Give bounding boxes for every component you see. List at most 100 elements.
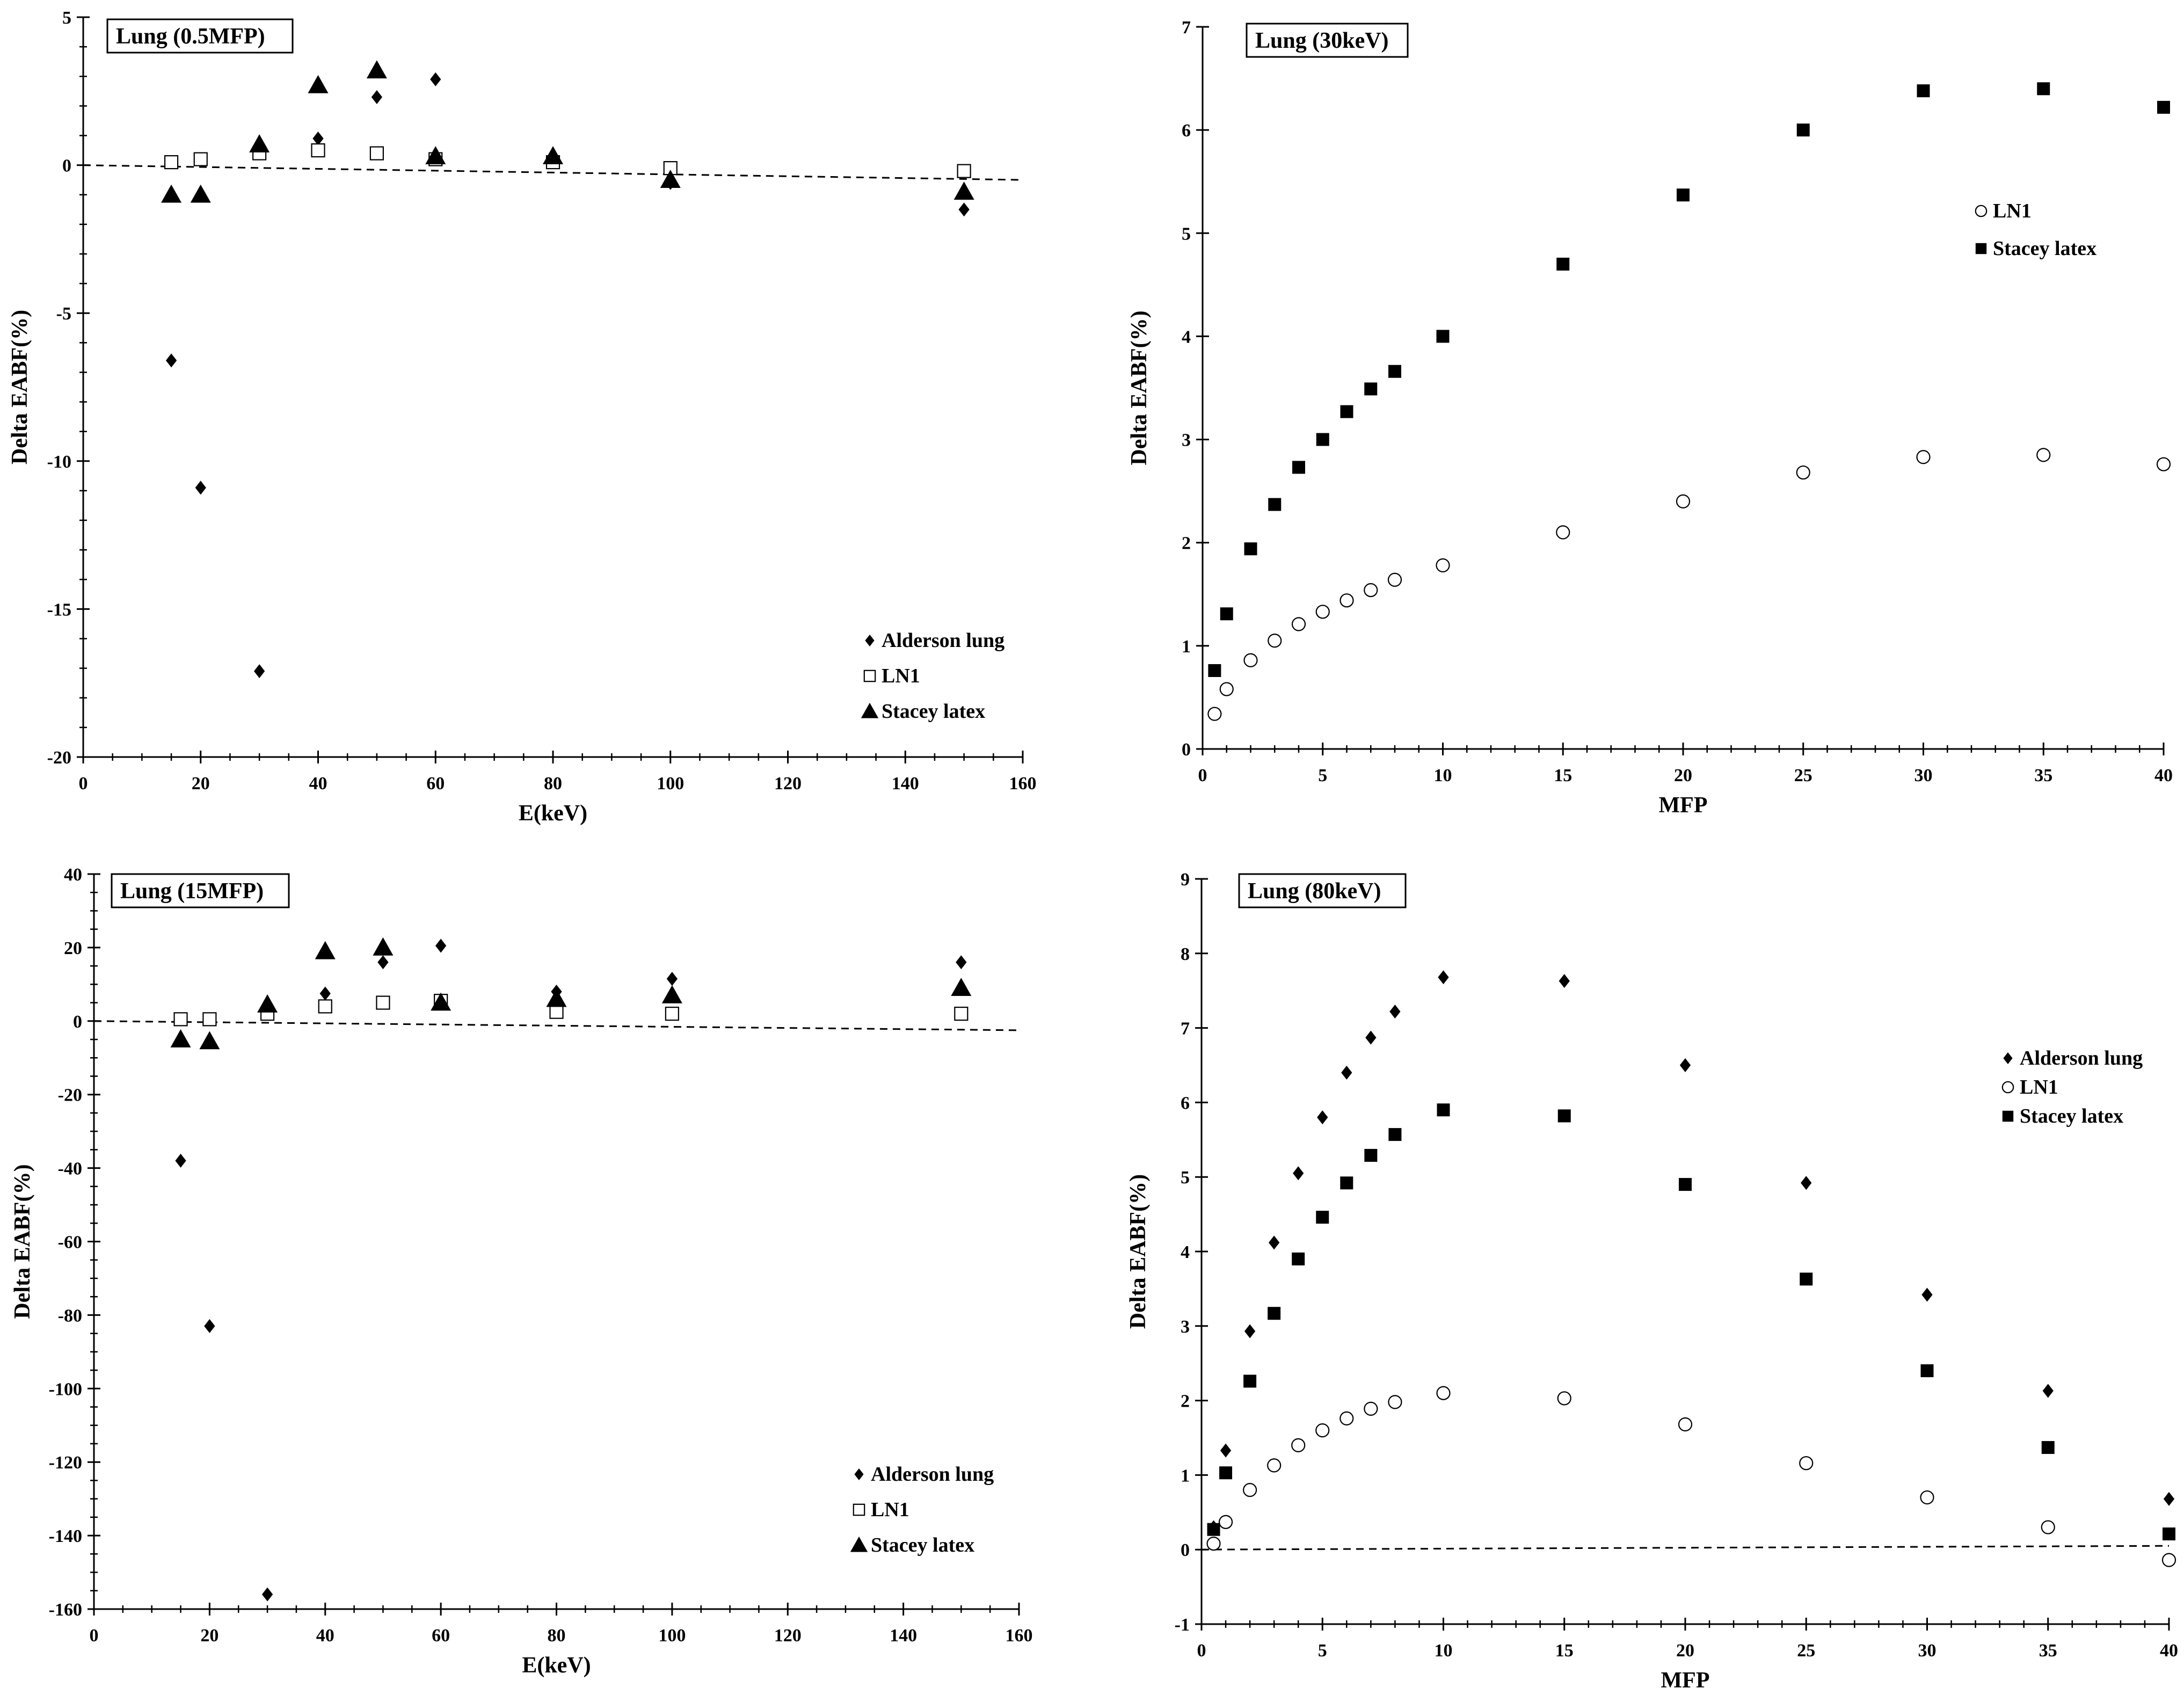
x-tick-label: 160 — [1006, 1626, 1033, 1646]
point-ln1 — [1339, 593, 1354, 608]
point-alderson-lung — [175, 1153, 186, 1168]
point-stacey-latex — [170, 1029, 191, 1047]
y-tick-label: 4 — [1182, 327, 1191, 347]
point-ln1 — [1557, 1391, 1571, 1406]
panel-lung-30kev: 0 1 2 3 4 5 6 7 0 5 10 15 20 25 30 35 40 MFP Delta EABF(%)… — [1127, 18, 2173, 818]
point-ln1 — [1243, 653, 1258, 667]
x-tick-label: 10 — [1434, 766, 1452, 785]
point-stacey-latex — [1917, 84, 1930, 98]
x-tick-label: 160 — [1009, 774, 1037, 794]
x-tick-label: 60 — [426, 774, 445, 794]
x-tick-label: 25 — [1797, 1641, 1815, 1661]
y-tick-label: -160 — [49, 1600, 82, 1620]
series-ln1 — [1206, 1386, 2176, 1567]
x-tick-label: 120 — [774, 774, 802, 794]
point-alderson-lung — [956, 955, 967, 970]
point-alderson-lung — [2042, 1384, 2054, 1398]
point-ln1 — [1207, 707, 1222, 721]
point-stacey-latex — [543, 146, 563, 164]
legend-label: LN1 — [882, 665, 920, 687]
series-stacey-latex — [161, 60, 974, 203]
panel-title-text: Lung (15MFP) — [120, 879, 264, 904]
legend-item-alderson-lung: Alderson lung — [854, 1463, 994, 1486]
legend-marker-ln1 — [863, 670, 876, 682]
point-ln1 — [665, 1007, 679, 1021]
point-ln1 — [1218, 1515, 1233, 1529]
x-tick-label: 40 — [2154, 766, 2173, 785]
y-tick-label: 20 — [64, 938, 82, 958]
x-tick-label: 0 — [1198, 766, 1207, 785]
series-ln1 — [164, 143, 971, 178]
point-alderson-lung — [195, 481, 206, 495]
point-alderson-lung — [1679, 1058, 1691, 1072]
point-ln1 — [173, 1012, 188, 1027]
point-stacey-latex — [1556, 257, 1570, 271]
point-stacey-latex — [1437, 1103, 1450, 1117]
x-tick-label: 35 — [2034, 766, 2052, 785]
point-stacey-latex — [1340, 405, 1353, 418]
x-tick-label: 5 — [1318, 766, 1327, 785]
point-stacey-latex — [1340, 1176, 1353, 1190]
point-ln1 — [957, 164, 971, 178]
y-axis-title: Delta EABF(%) — [1127, 310, 1152, 465]
x-tick-label: 40 — [316, 1626, 334, 1646]
legend: Alderson lung LN1 Stacey latex — [2001, 1047, 2143, 1127]
panel-title-box — [1238, 873, 1407, 908]
x-axis-title: MFP — [1659, 793, 1708, 818]
x-tick-label: 30 — [1918, 1641, 1937, 1661]
y-tick-label: -20 — [58, 1086, 82, 1105]
y-tick-label: 5 — [1181, 1168, 1190, 1188]
point-ln1 — [2161, 1553, 2176, 1567]
y-tick-label: 1 — [1182, 637, 1191, 657]
point-stacey-latex — [1243, 1374, 1257, 1388]
point-stacey-latex — [661, 985, 682, 1003]
x-axis-title: MFP — [1661, 1668, 1710, 1688]
point-ln1 — [202, 1012, 217, 1027]
legend-marker-ln1 — [2001, 1081, 2014, 1094]
x-axis-title: E(keV) — [519, 801, 587, 826]
point-ln1 — [1556, 525, 1570, 540]
x-tick-label: 25 — [1794, 766, 1812, 785]
y-tick-label: -5 — [56, 304, 71, 324]
point-stacey-latex — [366, 60, 387, 79]
point-ln1 — [1364, 1401, 1378, 1416]
point-stacey-latex — [1920, 1364, 1934, 1378]
y-tick-label: 4 — [1181, 1242, 1190, 1262]
legend-label: Stacey latex — [1993, 237, 2096, 260]
point-ln1 — [1268, 634, 1282, 648]
point-alderson-lung — [261, 1587, 273, 1602]
y-axis-title: Delta EABF(%) — [10, 1164, 35, 1319]
y-tick-label: 1 — [1181, 1466, 1190, 1486]
legend-item-stacey-latex: Stacey latex — [2002, 1105, 2123, 1127]
x-tick-label: 20 — [1676, 1641, 1694, 1661]
point-stacey-latex — [1557, 1109, 1571, 1123]
point-stacey-latex — [431, 992, 452, 1011]
y-tick-label: -120 — [49, 1453, 82, 1473]
point-ln1 — [1676, 494, 1691, 508]
legend-label: Alderson lung — [2020, 1047, 2143, 1069]
point-ln1 — [2041, 1520, 2055, 1534]
point-stacey-latex — [257, 994, 278, 1013]
legend-label: LN1 — [2020, 1076, 2058, 1098]
point-ln1 — [1436, 1386, 1451, 1400]
point-alderson-lung — [204, 1319, 215, 1333]
legend-item-stacey-latex: Stacey latex — [861, 700, 985, 723]
point-ln1 — [1678, 1417, 1693, 1432]
point-stacey-latex — [1316, 1211, 1329, 1224]
point-ln1 — [376, 995, 390, 1010]
y-tick-label: -20 — [47, 748, 71, 768]
legend-item-ln1: LN1 — [2001, 1076, 2058, 1098]
x-axis-title: E(keV) — [522, 1653, 591, 1678]
legend: Alderson lung LN1 Stacey latex — [861, 629, 1004, 723]
point-stacey-latex — [1207, 1523, 1220, 1536]
legend-marker-alderson-lung — [865, 634, 875, 647]
point-alderson-lung — [1559, 974, 1570, 988]
point-ln1 — [2036, 448, 2051, 462]
point-stacey-latex — [1800, 1272, 1813, 1286]
axes: -1 0 1 2 3 4 5 6 7 8 9 0 5 10 15 20 25 30 35 40 — [1175, 870, 2178, 1661]
y-tick-label: -40 — [58, 1159, 82, 1179]
panel-lung-0-5mfp: -20 -15 -10 -5 0 5 0 20 40 60 80 100 120 140 160 E(keV)… — [8, 8, 1037, 826]
point-stacey-latex — [1436, 330, 1450, 343]
y-tick-label: -60 — [58, 1233, 82, 1253]
y-tick-label: 0 — [73, 1012, 82, 1032]
